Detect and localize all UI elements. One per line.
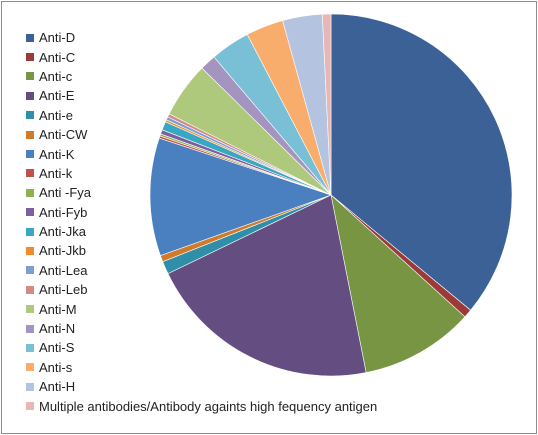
legend-swatch xyxy=(26,305,34,314)
legend-label: Anti-N xyxy=(39,321,76,337)
legend-swatch xyxy=(26,324,34,333)
legend-label: Anti-Lea xyxy=(39,262,88,278)
legend-entry: Anti-CW xyxy=(26,125,377,144)
legend-label: Anti-H xyxy=(39,379,76,395)
legend-label: Multiple antibodies/Antibody againts hig… xyxy=(39,398,378,414)
pie-slice xyxy=(330,194,466,373)
legend-swatch xyxy=(26,343,34,352)
pie-slice xyxy=(149,137,332,256)
legend-label: Anti-k xyxy=(39,165,73,181)
legend-label: Anti-e xyxy=(39,107,73,123)
legend-swatch xyxy=(26,382,34,391)
legend-swatch xyxy=(26,130,34,139)
legend-entry: Anti-C xyxy=(26,47,377,66)
legend-swatch xyxy=(26,363,34,372)
legend-swatch xyxy=(26,91,34,100)
legend-swatch xyxy=(26,246,34,255)
legend-label: Anti-Fyb xyxy=(39,204,88,220)
legend-entry: Anti -Fya xyxy=(26,183,377,202)
legend-entry: Anti-c xyxy=(26,67,377,86)
legend-entry: Anti-Leb xyxy=(26,280,377,299)
legend-entry: Anti-k xyxy=(26,164,377,183)
legend-entry: Anti-Jka xyxy=(26,222,377,241)
legend-label: Anti-CW xyxy=(39,127,88,143)
legend-label: Anti-Jkb xyxy=(39,243,86,259)
legend-label: Anti-E xyxy=(39,88,75,104)
legend-label: Anti -Fya xyxy=(39,185,92,201)
legend-swatch xyxy=(26,266,34,275)
legend-swatch xyxy=(26,227,34,236)
legend-label: Anti-D xyxy=(39,30,76,46)
legend-entry: Anti-Jkb xyxy=(26,241,377,260)
pie-slice xyxy=(321,13,332,196)
legend-label: Anti-M xyxy=(39,301,77,317)
legend-swatch xyxy=(26,72,34,81)
legend-swatch xyxy=(26,285,34,294)
legend-entry: Anti-D xyxy=(26,28,377,47)
legend-entry: Anti-S xyxy=(26,338,377,357)
legend-entry: Anti-K xyxy=(26,144,377,163)
legend-label: Anti-Jka xyxy=(39,224,86,240)
legend-label: Anti-K xyxy=(39,146,75,162)
legend-label: Anti-s xyxy=(39,359,73,375)
legend-swatch xyxy=(26,188,34,197)
legend-entry: Anti-M xyxy=(26,299,377,318)
legend-entry: Anti-H xyxy=(26,377,377,396)
legend-entry: Multiple antibodies/Antibody againts hig… xyxy=(26,396,377,415)
legend-label: Anti-C xyxy=(39,49,76,65)
legend-entry: Anti-N xyxy=(26,319,377,338)
pie-slice xyxy=(330,13,513,311)
legend-entry: Anti-E xyxy=(26,86,377,105)
legend-entry: Anti-e xyxy=(26,106,377,125)
legend-label: Anti-Leb xyxy=(39,282,88,298)
legend-swatch xyxy=(26,150,34,159)
legend-entry: Anti-Fyb xyxy=(26,203,377,222)
legend-swatch xyxy=(26,208,34,217)
legend-label: Anti-c xyxy=(39,68,73,84)
legend-swatch xyxy=(26,53,34,62)
pie-slice xyxy=(167,194,367,377)
legend-entry: Anti-s xyxy=(26,358,377,377)
legend-swatch xyxy=(26,169,34,178)
legend-label: Anti-S xyxy=(39,340,75,356)
legend-entry: Anti-Lea xyxy=(26,261,377,280)
legend: Anti-D Anti-C Anti-c Anti-E Anti-e Anti-CW Ant… xyxy=(26,28,377,416)
legend-swatch xyxy=(26,33,34,42)
legend-swatch xyxy=(26,111,34,120)
legend-swatch xyxy=(26,402,34,411)
